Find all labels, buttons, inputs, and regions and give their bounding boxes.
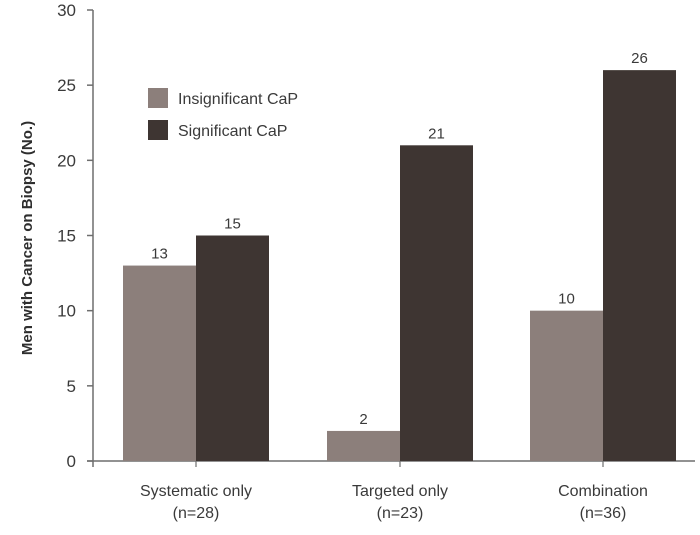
bar-significant — [196, 235, 269, 461]
y-tick-label: 30 — [57, 1, 76, 20]
bar-significant — [603, 70, 676, 461]
bar-insignificant — [123, 265, 196, 461]
legend-swatch — [148, 88, 168, 108]
legend-label: Insignificant CaP — [178, 91, 298, 108]
x-tick-label: (n=28) — [173, 505, 220, 522]
data-label: 2 — [359, 411, 367, 428]
y-tick-label: 15 — [57, 227, 76, 246]
data-label: 26 — [631, 50, 648, 67]
y-tick-label: 0 — [67, 452, 76, 471]
x-tick-label: Targeted only — [352, 483, 448, 500]
bar-insignificant — [530, 310, 603, 461]
bar-insignificant — [327, 430, 400, 461]
legend-label: Significant CaP — [178, 123, 287, 140]
x-tick-label: (n=36) — [580, 505, 627, 522]
data-label: 21 — [428, 125, 445, 142]
x-tick-label: Combination — [558, 483, 648, 500]
y-tick-label: 25 — [57, 76, 76, 95]
y-tick-label: 20 — [57, 151, 76, 170]
x-tick-label: Systematic only — [140, 483, 252, 500]
bar-significant — [400, 145, 473, 462]
bars: 13 15 2 21 10 26 — [123, 50, 676, 462]
y-ticks: 0 5 10 15 20 25 30 — [57, 1, 93, 471]
data-label: 15 — [224, 216, 241, 233]
x-tick-labels: Systematic only (n=28) Targeted only (n=23)… — [140, 461, 648, 522]
y-tick-label: 10 — [57, 302, 76, 321]
legend: Insignificant CaP Significant CaP — [148, 88, 298, 140]
data-label: 13 — [151, 246, 168, 263]
y-axis-title: Men with Cancer on Biopsy (No.) — [19, 121, 36, 355]
data-label: 10 — [558, 291, 575, 308]
y-tick-label: 5 — [67, 377, 76, 396]
x-tick-label: (n=23) — [377, 505, 424, 522]
legend-swatch — [148, 120, 168, 140]
